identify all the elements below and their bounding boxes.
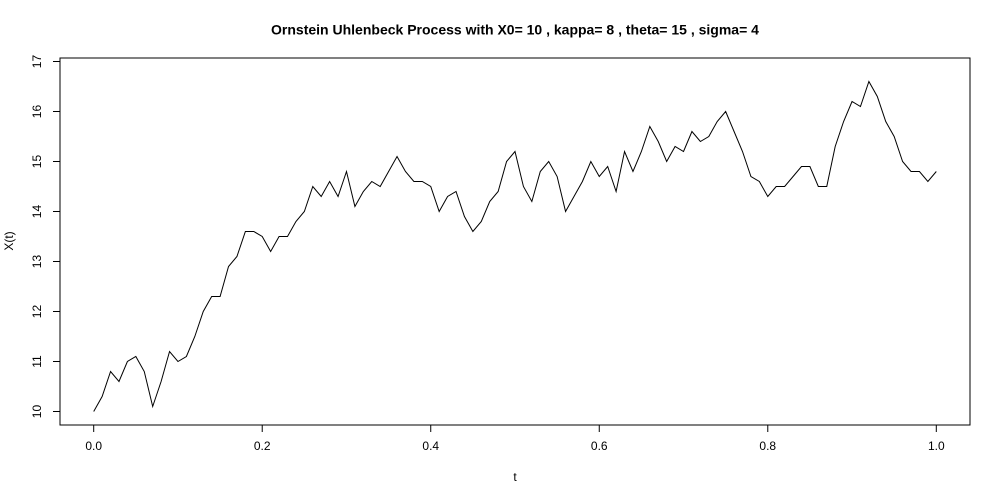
line: [93, 80, 937, 412]
x-tick-label: 0.0: [85, 439, 102, 453]
y-tick-label: 15: [30, 155, 44, 169]
x-tick-label: 1.0: [928, 439, 945, 453]
y-tick-label: 16: [30, 105, 44, 119]
y-tick-label: 13: [30, 255, 44, 269]
y-tick-label: 14: [30, 205, 44, 219]
x-tick-label: 0.8: [759, 439, 776, 453]
plot-frame: [59, 57, 971, 426]
y-tick-label: 17: [30, 55, 44, 69]
chart-title: Ornstein Uhlenbeck Process with X0= 10 ,…: [271, 22, 759, 38]
x-axis-label: t: [513, 470, 517, 484]
y-tick-label: 10: [30, 405, 44, 419]
y-tick-label: 11: [30, 355, 44, 368]
y-axis-label: X(t): [2, 231, 16, 250]
x-tick-label: 0.2: [254, 439, 271, 453]
x-tick-label: 0.4: [422, 439, 439, 453]
y-tick-label: 12: [30, 305, 44, 319]
x-tick-label: 0.6: [591, 439, 608, 453]
